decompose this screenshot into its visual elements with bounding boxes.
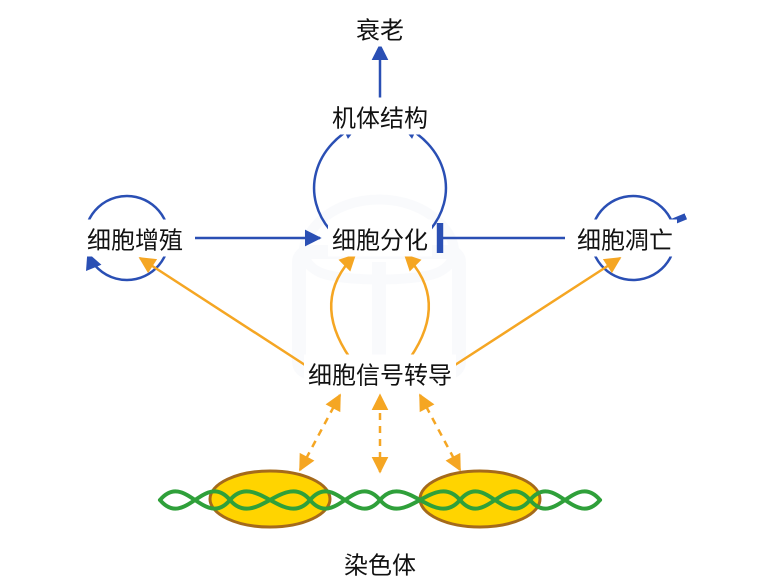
edge-diff-body-left [314,125,358,230]
edge-chrom-signal-right [420,395,460,470]
diagram-canvas [0,0,757,583]
node-apoptosis: 细胞凋亡 [573,220,677,257]
edge-chrom-signal-left [300,395,340,470]
edge-signal-diff-right [405,255,429,358]
node-differentiation: 细胞分化 [328,220,432,257]
chromosome-graphic [160,471,600,527]
node-aging: 衰老 [352,10,408,47]
node-signaling: 细胞信号转导 [304,355,456,392]
edge-signal-prolif [140,258,305,365]
edge-diff-body-right [402,125,446,230]
node-body-structure: 机体结构 [328,98,432,135]
edge-signal-diff-left [331,255,355,358]
node-proliferation: 细胞增殖 [83,220,187,257]
node-chromosome: 染色体 [340,545,420,582]
edge-signal-apop [455,258,620,365]
